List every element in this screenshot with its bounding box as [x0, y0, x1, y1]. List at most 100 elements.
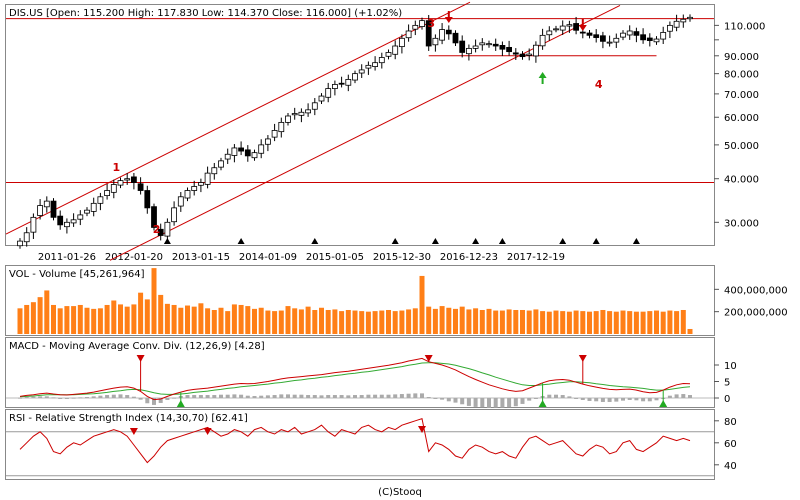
macd-histogram-bar: [413, 393, 418, 398]
volume-bar: [158, 294, 164, 334]
volume-bar: [439, 306, 445, 334]
candle-body: [104, 190, 110, 196]
volume-bar: [71, 306, 77, 334]
candle-body: [512, 52, 519, 55]
candle-body: [553, 28, 559, 31]
volume-bar: [560, 311, 566, 334]
rsi-sell-marker-icon: [203, 428, 212, 435]
date-tick-label: 2015-01-05: [306, 252, 364, 263]
candle-body: [151, 206, 157, 228]
candle-body: [687, 16, 693, 20]
candle-body: [325, 88, 332, 98]
copyright-footer: (C)Stooq: [378, 487, 422, 498]
axis-marker-triangle: [498, 238, 506, 244]
candle-body: [445, 29, 452, 35]
axis-marker-triangle: [592, 238, 600, 244]
candle-body: [137, 183, 144, 191]
candle-body: [164, 221, 171, 237]
rsi-y-tick-label: 60: [724, 439, 737, 450]
volume-bar: [124, 306, 130, 334]
price-y-tick-label: 50.000: [724, 141, 759, 152]
volume-bar: [91, 308, 97, 334]
macd-histogram-bar: [131, 396, 136, 398]
volume-bar: [319, 307, 324, 334]
volume-bar: [205, 308, 211, 334]
candle-body: [218, 160, 224, 168]
macd-histogram-bar: [205, 395, 210, 398]
volume-bar: [298, 309, 304, 334]
macd-histogram-bar: [373, 394, 378, 398]
macd-histogram-bar: [98, 395, 103, 398]
volume-bar: [459, 306, 465, 334]
volume-bar: [164, 303, 170, 334]
date-tick-label: 2015-12-30: [373, 252, 431, 263]
candle-body: [124, 178, 131, 181]
candle-body: [459, 40, 466, 53]
volume-bar: [647, 311, 653, 334]
macd-histogram-bar: [627, 398, 632, 400]
macd-histogram-bar: [252, 396, 257, 398]
macd-histogram-bar: [440, 398, 445, 400]
volume-bar: [674, 311, 680, 334]
macd-sell-marker-icon: [424, 355, 433, 362]
macd-histogram-bar: [272, 395, 277, 398]
macd-histogram-bar: [125, 395, 130, 398]
candle-body: [533, 44, 539, 57]
candle-body: [486, 43, 492, 46]
candle-body: [378, 57, 385, 64]
rsi-y-tick-label: 80: [724, 417, 737, 428]
macd-histogram-bar: [292, 394, 297, 398]
date-tick-label: 2014-01-09: [239, 252, 297, 263]
candle-body: [419, 20, 425, 27]
price-y-tick-label: 80.000: [724, 70, 759, 81]
macd-histogram-bar: [319, 395, 324, 398]
volume-bar: [339, 311, 345, 334]
macd-histogram-bar: [366, 394, 371, 398]
candle-body: [177, 196, 184, 207]
macd-histogram-bar: [192, 395, 197, 398]
volume-bar: [620, 310, 626, 334]
volume-bars: [17, 268, 693, 334]
axis-marker-triangle: [559, 238, 567, 244]
candle-body: [633, 31, 640, 36]
macd-histogram-bar: [279, 394, 284, 398]
volume-bar: [426, 306, 432, 334]
axis-marker-triangle: [632, 238, 640, 244]
macd-histogram-bar: [654, 398, 659, 401]
candle-body: [23, 232, 30, 243]
volume-bar: [332, 309, 338, 334]
candle-body: [432, 37, 439, 46]
rsi-sell-marker-icon: [129, 428, 138, 435]
macd-histogram-bar: [406, 393, 411, 398]
macd-histogram-bar: [493, 398, 498, 408]
volume-bar: [218, 307, 224, 334]
macd-histogram-bar: [446, 398, 451, 402]
candle-body: [586, 32, 593, 36]
volume-bar: [593, 311, 599, 334]
macd-histogram-bar: [212, 395, 217, 398]
volume-bar: [359, 311, 365, 334]
volume-bar: [580, 311, 586, 334]
volume-bar: [198, 303, 204, 334]
macd-histogram-bar: [453, 398, 458, 403]
macd-histogram-bar: [326, 395, 331, 398]
macd-histogram-bar: [165, 398, 170, 400]
macd-histogram-bar: [225, 394, 230, 398]
candle-body: [372, 62, 379, 67]
candle-body: [519, 53, 526, 58]
volume-bar: [151, 268, 157, 334]
macd-histogram-bar: [44, 396, 49, 398]
volume-bar: [185, 305, 190, 334]
macd-histogram-bar: [353, 395, 357, 398]
macd-histogram-bar: [145, 398, 150, 404]
candle-body: [37, 205, 43, 216]
volume-bar: [51, 304, 56, 334]
volume-bar: [17, 308, 23, 334]
volume-bar: [379, 310, 385, 334]
macd-line: [19, 357, 691, 401]
date-x-axis: 2011-01-26 2012-01-20 2013-01-15 2014-01-09…: [38, 238, 640, 263]
macd-histogram-bar: [460, 398, 465, 405]
macd-histogram-bar: [138, 398, 143, 400]
candle-body: [566, 24, 573, 27]
macd-histogram-bar: [600, 398, 605, 402]
